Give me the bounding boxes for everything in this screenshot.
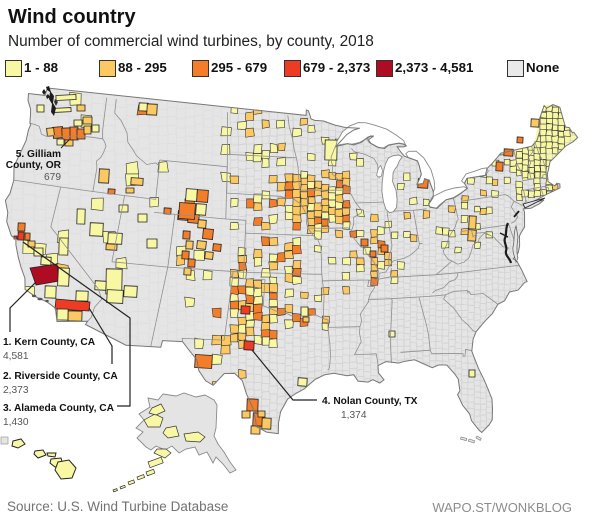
svg-text:1. Kern County, CA: 1. Kern County, CA [3, 337, 96, 348]
svg-text:2,373: 2,373 [3, 385, 29, 396]
svg-text:5. Gilliam: 5. Gilliam [16, 149, 61, 160]
svg-text:679: 679 [44, 172, 61, 183]
svg-text:4,581: 4,581 [3, 351, 29, 362]
svg-text:County, OR: County, OR [6, 160, 62, 171]
svg-text:2. Riverside County, CA: 2. Riverside County, CA [3, 371, 118, 382]
svg-text:1,374: 1,374 [341, 410, 367, 421]
svg-text:1,430: 1,430 [3, 417, 29, 428]
svg-text:4. Nolan County, TX: 4. Nolan County, TX [322, 396, 418, 407]
svg-text:3. Alameda County, CA: 3. Alameda County, CA [3, 403, 115, 414]
